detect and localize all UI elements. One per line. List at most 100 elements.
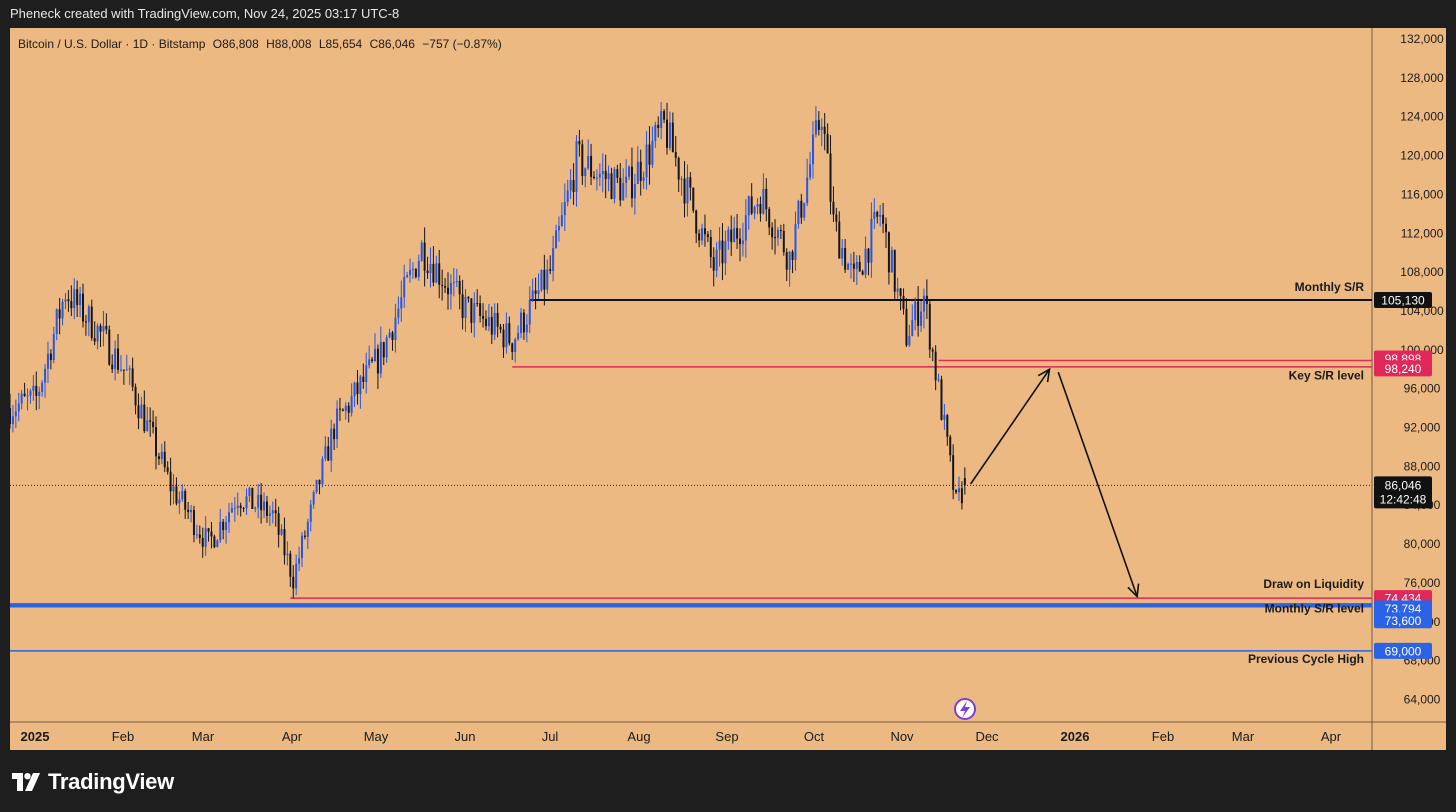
candle-body xyxy=(812,134,814,165)
candle-body xyxy=(855,262,858,269)
chart-area[interactable]: 132,000 128,000 124,000 120,000 116,000 112,0… xyxy=(10,28,1446,750)
candle-body xyxy=(321,458,324,485)
candle-body xyxy=(67,299,70,302)
footer-bar: TradingView xyxy=(0,750,1456,812)
candle-body xyxy=(654,124,657,141)
candle-body xyxy=(820,126,823,130)
candle-body xyxy=(391,332,394,341)
candle-body xyxy=(213,536,216,548)
candle-body xyxy=(756,204,759,207)
candle-body xyxy=(633,183,636,199)
candle-body xyxy=(403,277,406,298)
candle-body xyxy=(698,233,701,241)
candle-body xyxy=(122,369,125,371)
candle-body xyxy=(117,348,120,370)
candle-body xyxy=(636,161,639,184)
candle-body xyxy=(318,479,321,485)
price-tick-label: 132,000 xyxy=(1400,32,1444,46)
current-price-badge xyxy=(1374,476,1432,509)
candle-body xyxy=(701,228,704,241)
candle-body xyxy=(943,415,946,420)
candle-body xyxy=(146,420,149,432)
candle-body xyxy=(642,177,645,181)
candle-body xyxy=(619,177,622,201)
candle-body xyxy=(163,451,166,468)
candle-body xyxy=(347,405,350,413)
candle-body xyxy=(479,303,482,316)
candle-body xyxy=(17,403,20,412)
candle-body xyxy=(344,405,347,411)
candle-body xyxy=(555,230,558,249)
candle-body xyxy=(949,436,952,456)
tradingview-logo[interactable]: TradingView xyxy=(12,768,174,796)
candle-body xyxy=(222,521,225,531)
price-badge xyxy=(1374,291,1432,308)
candle-body xyxy=(858,262,861,272)
candle-body xyxy=(668,122,671,148)
candle-body xyxy=(648,144,651,165)
candle-body xyxy=(590,155,593,177)
candle-body xyxy=(452,282,455,284)
candle-body xyxy=(528,299,531,325)
candle-body xyxy=(817,120,820,130)
candle-body xyxy=(677,157,680,180)
candle-body xyxy=(712,257,715,271)
candle-body xyxy=(102,325,105,332)
projection-arrow-down-head xyxy=(1127,583,1140,599)
time-tick-label: Dec xyxy=(975,729,999,744)
candle-body xyxy=(566,190,569,203)
candle-body xyxy=(622,182,625,201)
candle-body xyxy=(838,221,841,259)
candle-body xyxy=(70,301,73,309)
price-tick-label: 64,000 xyxy=(1404,693,1441,707)
candle-body xyxy=(709,237,712,258)
candle-body xyxy=(771,227,774,238)
candle-body xyxy=(560,215,563,226)
candle-body xyxy=(368,359,371,366)
candle-body xyxy=(890,250,893,273)
candle-body xyxy=(312,491,315,505)
candle-body xyxy=(207,528,210,532)
candle-body xyxy=(228,512,230,523)
candle-body xyxy=(873,211,876,219)
candle-body xyxy=(268,513,271,517)
candle-body xyxy=(885,223,887,233)
candle-body xyxy=(338,408,341,410)
price-chart[interactable]: 132,000 128,000 124,000 120,000 116,000 112,0… xyxy=(10,28,1446,750)
candle-body xyxy=(324,446,327,459)
price-badge-label: 73,600 xyxy=(1385,614,1422,628)
candle-body xyxy=(406,275,409,278)
candle-body xyxy=(14,411,17,417)
candle-body xyxy=(385,337,388,358)
candle-body xyxy=(657,124,660,128)
candle-body xyxy=(683,178,686,204)
time-tick-label: 2025 xyxy=(21,729,50,744)
candle-body xyxy=(917,301,920,326)
candle-body xyxy=(587,155,590,169)
candle-body xyxy=(490,317,493,335)
candle-body xyxy=(411,269,414,271)
candle-body xyxy=(718,240,721,250)
candle-body xyxy=(382,342,385,358)
candle-body xyxy=(552,248,555,271)
candle-body xyxy=(172,486,175,492)
candle-body xyxy=(791,251,794,260)
candle-body xyxy=(84,321,87,323)
candle-body xyxy=(315,479,318,492)
current-price-label: 86,046 xyxy=(1385,478,1422,492)
time-tick-label: Apr xyxy=(282,729,303,744)
candle-body xyxy=(540,269,543,291)
attribution-text: Pheneck created with TradingView.com, No… xyxy=(10,6,400,21)
candle-body xyxy=(785,252,788,270)
candle-body xyxy=(152,421,155,428)
candle-body xyxy=(963,477,966,486)
candle-body xyxy=(639,161,642,181)
candle-body xyxy=(87,306,90,323)
candle-body xyxy=(616,169,619,178)
candle-body xyxy=(277,513,280,535)
candle-body xyxy=(814,120,817,135)
candle-body xyxy=(76,289,79,306)
candle-body xyxy=(852,263,855,269)
candle-body xyxy=(598,173,601,178)
candle-body xyxy=(286,553,289,556)
